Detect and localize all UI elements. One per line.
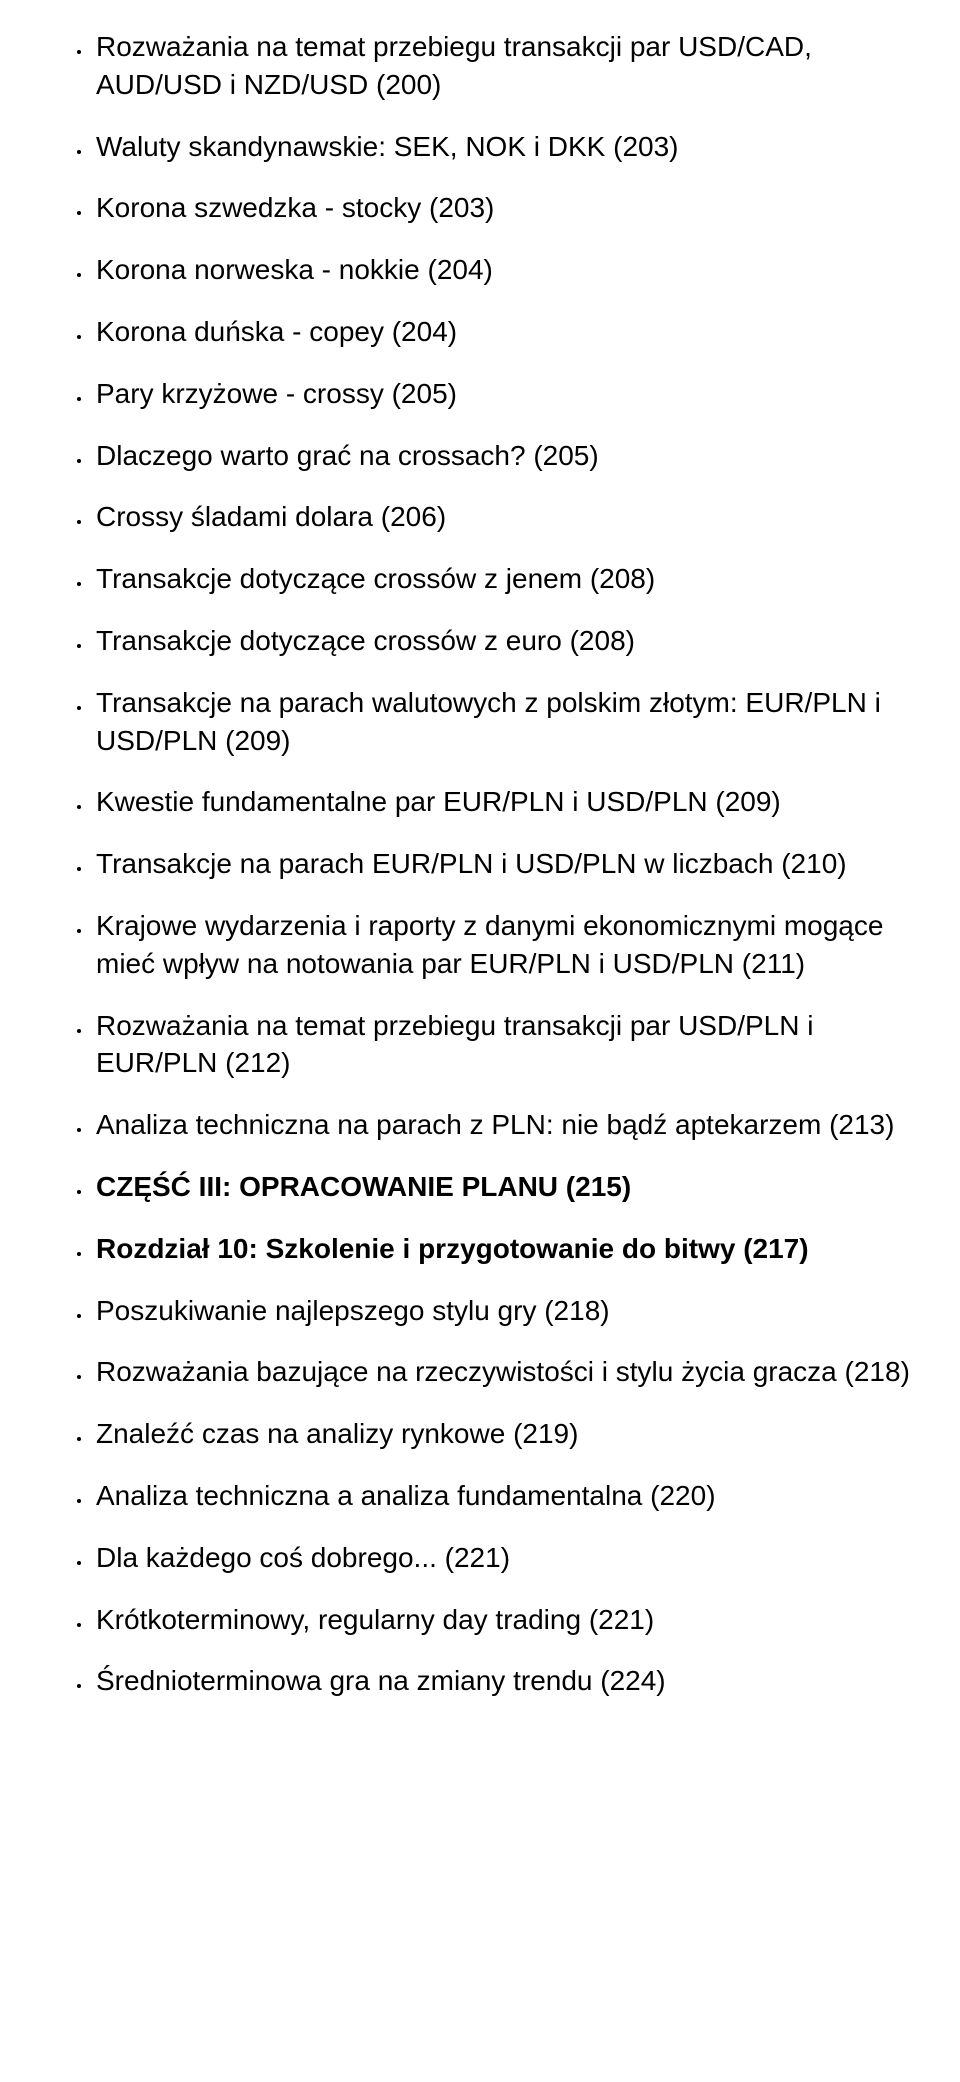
toc-item: Średnioterminowa gra na zmiany trendu (2… [92,1662,924,1700]
toc-item-text: Transakcje na parach EUR/PLN i USD/PLN w… [96,848,847,879]
toc-item-text: Średnioterminowa gra na zmiany trendu (2… [96,1665,666,1696]
toc-item-text: Pary krzyżowe - crossy (205) [96,378,457,409]
toc-item-text: Krótkoterminowy, regularny day trading (… [96,1604,654,1635]
toc-item: Kwestie fundamentalne par EUR/PLN i USD/… [92,783,924,821]
toc-item: Rozważania bazujące na rzeczywistości i … [92,1353,924,1391]
toc-item: Transakcje dotyczące crossów z euro (208… [92,622,924,660]
toc-item-text: Analiza techniczna a analiza fundamental… [96,1480,716,1511]
toc-item: Rozdział 10: Szkolenie i przygotowanie d… [92,1230,924,1268]
toc-item-text: Korona duńska - copey (204) [96,316,457,347]
toc-item: Analiza techniczna na parach z PLN: nie … [92,1106,924,1144]
toc-item: Rozważania na temat przebiegu transakcji… [92,28,924,104]
toc-item-text: Transakcje dotyczące crossów z jenem (20… [96,563,655,594]
toc-item-text: Rozważania bazujące na rzeczywistości i … [96,1356,910,1387]
toc-item-text: Poszukiwanie najlepszego stylu gry (218) [96,1295,610,1326]
toc-item: Transakcje na parach EUR/PLN i USD/PLN w… [92,845,924,883]
toc-item: Poszukiwanie najlepszego stylu gry (218) [92,1292,924,1330]
toc-item: Krótkoterminowy, regularny day trading (… [92,1601,924,1639]
toc-item: Waluty skandynawskie: SEK, NOK i DKK (20… [92,128,924,166]
toc-item-text: Krajowe wydarzenia i raporty z danymi ek… [96,910,883,979]
toc-item-text: Analiza techniczna na parach z PLN: nie … [96,1109,894,1140]
toc-item: Pary krzyżowe - crossy (205) [92,375,924,413]
toc-item-text: CZĘŚĆ III: OPRACOWANIE PLANU (215) [96,1171,631,1202]
toc-item: Crossy śladami dolara (206) [92,498,924,536]
toc-list: Rozważania na temat przebiegu transakcji… [36,28,924,1700]
toc-item-text: Dlaczego warto grać na crossach? (205) [96,440,599,471]
toc-item-text: Kwestie fundamentalne par EUR/PLN i USD/… [96,786,781,817]
toc-item-text: Crossy śladami dolara (206) [96,501,446,532]
toc-item: Korona szwedzka - stocky (203) [92,189,924,227]
toc-item-text: Rozważania na temat przebiegu transakcji… [96,31,812,100]
toc-item: Rozważania na temat przebiegu transakcji… [92,1007,924,1083]
toc-item-text: Transakcje na parach walutowych z polski… [96,687,881,756]
toc-item-text: Korona norweska - nokkie (204) [96,254,493,285]
toc-item: Transakcje na parach walutowych z polski… [92,684,924,760]
toc-item-text: Znaleźć czas na analizy rynkowe (219) [96,1418,578,1449]
toc-item: Dla każdego coś dobrego... (221) [92,1539,924,1577]
toc-item: Korona norweska - nokkie (204) [92,251,924,289]
toc-item-text: Rozdział 10: Szkolenie i przygotowanie d… [96,1233,809,1264]
toc-item-text: Dla każdego coś dobrego... (221) [96,1542,510,1573]
toc-item-text: Rozważania na temat przebiegu transakcji… [96,1010,813,1079]
toc-item: Transakcje dotyczące crossów z jenem (20… [92,560,924,598]
toc-item-text: Korona szwedzka - stocky (203) [96,192,494,223]
toc-item: Korona duńska - copey (204) [92,313,924,351]
toc-item-text: Transakcje dotyczące crossów z euro (208… [96,625,635,656]
toc-item: Analiza techniczna a analiza fundamental… [92,1477,924,1515]
toc-item-text: Waluty skandynawskie: SEK, NOK i DKK (20… [96,131,679,162]
toc-item: CZĘŚĆ III: OPRACOWANIE PLANU (215) [92,1168,924,1206]
toc-item: Dlaczego warto grać na crossach? (205) [92,437,924,475]
toc-item: Krajowe wydarzenia i raporty z danymi ek… [92,907,924,983]
toc-item: Znaleźć czas na analizy rynkowe (219) [92,1415,924,1453]
